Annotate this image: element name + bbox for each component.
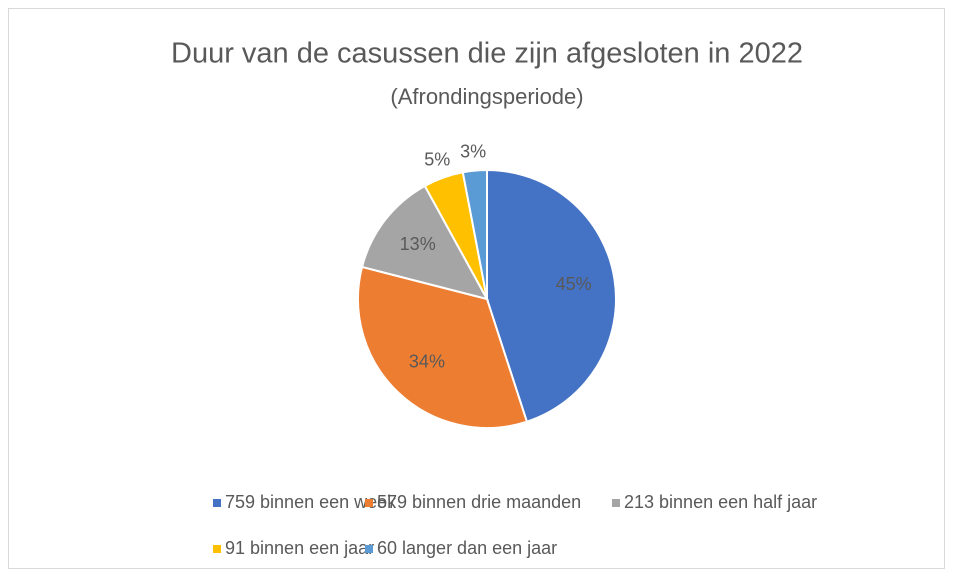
pie-slice: [461, 168, 488, 300]
data-label: 5%: [424, 149, 450, 169]
data-label: 3%: [460, 141, 486, 161]
legend-label: 759 binnen een week: [225, 492, 397, 512]
data-label: 45%: [556, 274, 592, 294]
legend-swatch: [365, 499, 373, 507]
pie-slice: [357, 265, 529, 429]
legend-swatch: [365, 545, 373, 553]
legend-swatch: [612, 499, 620, 507]
pie-slice: [360, 184, 489, 301]
chart-subtitle: (Afrondingsperiode): [390, 84, 583, 109]
legend-label: 213 binnen een half jaar: [624, 492, 817, 512]
legend-label: 579 binnen drie maanden: [377, 492, 581, 512]
data-label: 13%: [400, 234, 436, 254]
chart-title: Duur van de casussen die zijn afgesloten…: [171, 38, 803, 70]
legend-label: 60 langer dan een jaar: [377, 538, 557, 558]
legend-label: 91 binnen een jaar: [225, 538, 374, 558]
pie-slice: [486, 168, 617, 423]
legend-swatch: [213, 499, 221, 507]
data-label: 34%: [409, 352, 445, 372]
legend-swatch: [213, 545, 221, 553]
